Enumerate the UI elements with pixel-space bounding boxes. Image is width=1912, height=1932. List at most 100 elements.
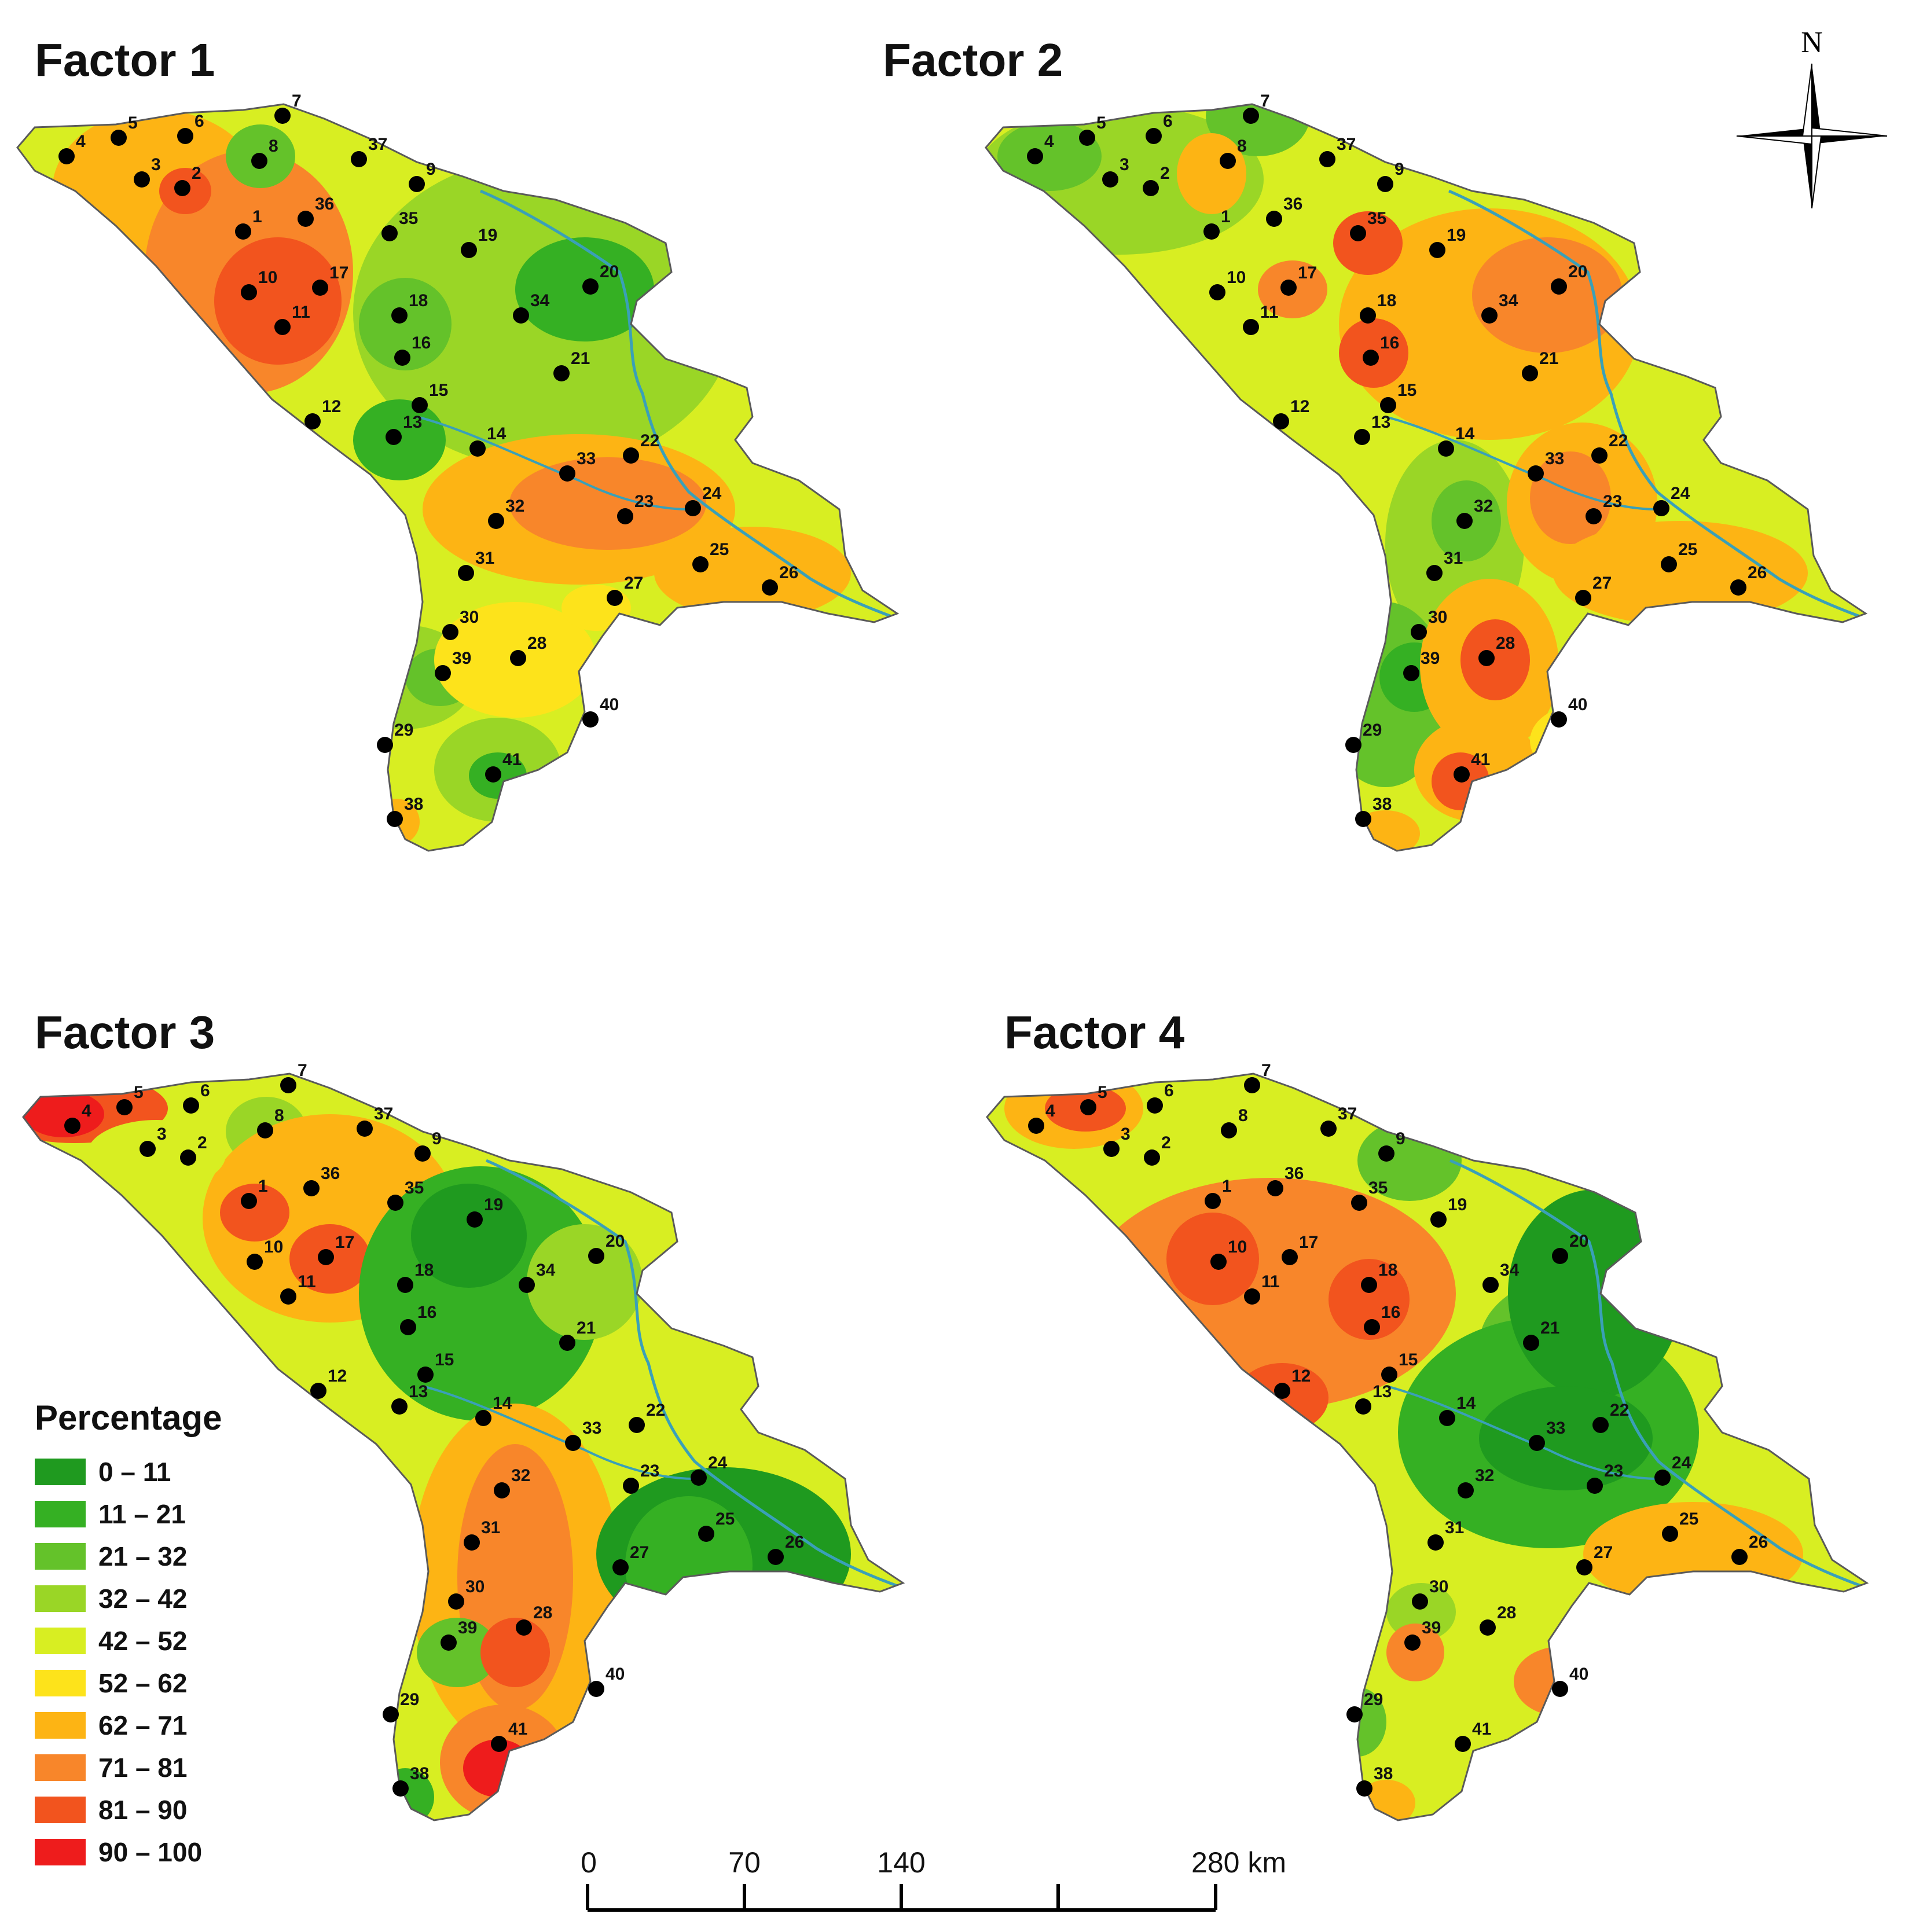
river-line <box>1386 1385 1659 1480</box>
station-label: 22 <box>1610 1401 1629 1420</box>
station-point <box>768 1549 784 1565</box>
station-point <box>1480 1619 1496 1636</box>
station-label: 35 <box>399 209 418 228</box>
station-point <box>1412 1593 1428 1610</box>
station-label: 1 <box>1222 1177 1232 1196</box>
station-point <box>1455 1736 1471 1752</box>
station-point <box>247 1254 263 1270</box>
legend-item: 0 – 11 <box>35 1450 222 1493</box>
station-label: 34 <box>530 291 550 310</box>
contour-zone <box>1472 237 1623 353</box>
station-label: 2 <box>197 1133 207 1152</box>
legend-label: 52 – 62 <box>98 1667 188 1698</box>
station-label: 18 <box>414 1261 434 1280</box>
station-point <box>58 148 75 164</box>
station-point <box>1345 737 1361 753</box>
station-point <box>1522 365 1538 381</box>
contour-zone <box>1530 706 1623 776</box>
station-label: 36 <box>1285 1164 1304 1183</box>
contour-zone <box>562 585 631 631</box>
station-label: 1 <box>258 1177 268 1196</box>
station-point <box>1266 211 1282 227</box>
station-label: 38 <box>1372 795 1392 814</box>
station-point <box>1350 225 1366 241</box>
station-label: 11 <box>298 1272 316 1291</box>
station-label: 12 <box>322 397 341 416</box>
station-label: 27 <box>1592 574 1612 593</box>
contour-zone <box>220 1184 289 1242</box>
legend-item: 62 – 71 <box>35 1704 222 1746</box>
river-line <box>1448 189 1860 618</box>
station-label: 1 <box>1221 207 1231 226</box>
station-point <box>559 1335 575 1351</box>
percentage-surface <box>17 104 897 851</box>
river-line <box>416 416 689 510</box>
station-point <box>469 440 486 457</box>
station-point <box>588 1248 604 1264</box>
station-label: 24 <box>1672 1453 1691 1472</box>
station-label: 35 <box>1368 1178 1388 1198</box>
station-label: 13 <box>409 1382 428 1401</box>
station-label: 40 <box>605 1665 625 1684</box>
station-point <box>1591 447 1608 464</box>
station-label: 39 <box>1421 649 1440 668</box>
station-label: 30 <box>460 608 479 627</box>
station-point <box>1027 148 1043 164</box>
station-point <box>1282 1249 1298 1265</box>
station-point <box>383 1706 399 1722</box>
station-point <box>1380 397 1396 413</box>
station-point <box>357 1121 373 1137</box>
station-point <box>441 1635 457 1651</box>
station-label: 4 <box>76 132 86 151</box>
station-label: 17 <box>329 263 348 282</box>
station-point <box>394 350 410 366</box>
percentage-surface <box>987 1074 1867 1820</box>
panel-title-factor-4: Factor 4 <box>1004 1007 1185 1058</box>
river-line <box>486 1159 898 1588</box>
station-label: 30 <box>465 1577 485 1596</box>
station-point <box>111 130 127 146</box>
station-point <box>1661 556 1677 572</box>
contour-zone <box>654 527 851 619</box>
legend-item: 90 – 100 <box>35 1831 222 1873</box>
station-label: 3 <box>1121 1125 1131 1144</box>
station-point <box>435 665 451 681</box>
station-label: 11 <box>292 303 310 322</box>
station-label: 22 <box>1609 431 1628 450</box>
station-point <box>180 1149 196 1166</box>
station-label: 28 <box>527 634 546 653</box>
contour-zone <box>1553 521 1808 625</box>
station-point <box>1377 176 1393 192</box>
station-point <box>491 1736 507 1752</box>
station-label: 18 <box>1377 291 1396 310</box>
station-label: 15 <box>1397 381 1416 400</box>
station-label: 35 <box>1367 209 1386 228</box>
station-point <box>1079 130 1095 146</box>
legend-item: 32 – 42 <box>35 1577 222 1619</box>
legend: Percentage 0 – 11 11 – 21 21 – 32 32 – 42 42… <box>35 1398 222 1873</box>
river-line <box>1449 1159 1862 1588</box>
station-point <box>1356 1780 1372 1797</box>
station-point <box>310 1383 326 1399</box>
station-label: 6 <box>1163 112 1173 131</box>
station-label: 21 <box>571 349 590 368</box>
scale-bar-label: 0 <box>581 1846 597 1879</box>
station-label: 17 <box>1298 263 1317 282</box>
station-point <box>1360 307 1376 324</box>
station-label: 40 <box>1569 1665 1588 1684</box>
station-point <box>691 1470 707 1486</box>
station-label: 31 <box>1445 1518 1464 1537</box>
contour-zone <box>214 237 342 365</box>
station-label: 39 <box>1422 1618 1441 1637</box>
station-label: 33 <box>1546 1419 1565 1438</box>
station-label: 25 <box>1678 540 1697 559</box>
station-point <box>488 513 504 529</box>
station-point <box>134 171 150 188</box>
contour-zone <box>87 1120 226 1189</box>
station-point <box>1143 180 1159 196</box>
station-point <box>1244 1077 1260 1093</box>
station-label: 7 <box>1260 91 1270 111</box>
station-label: 23 <box>634 492 654 511</box>
